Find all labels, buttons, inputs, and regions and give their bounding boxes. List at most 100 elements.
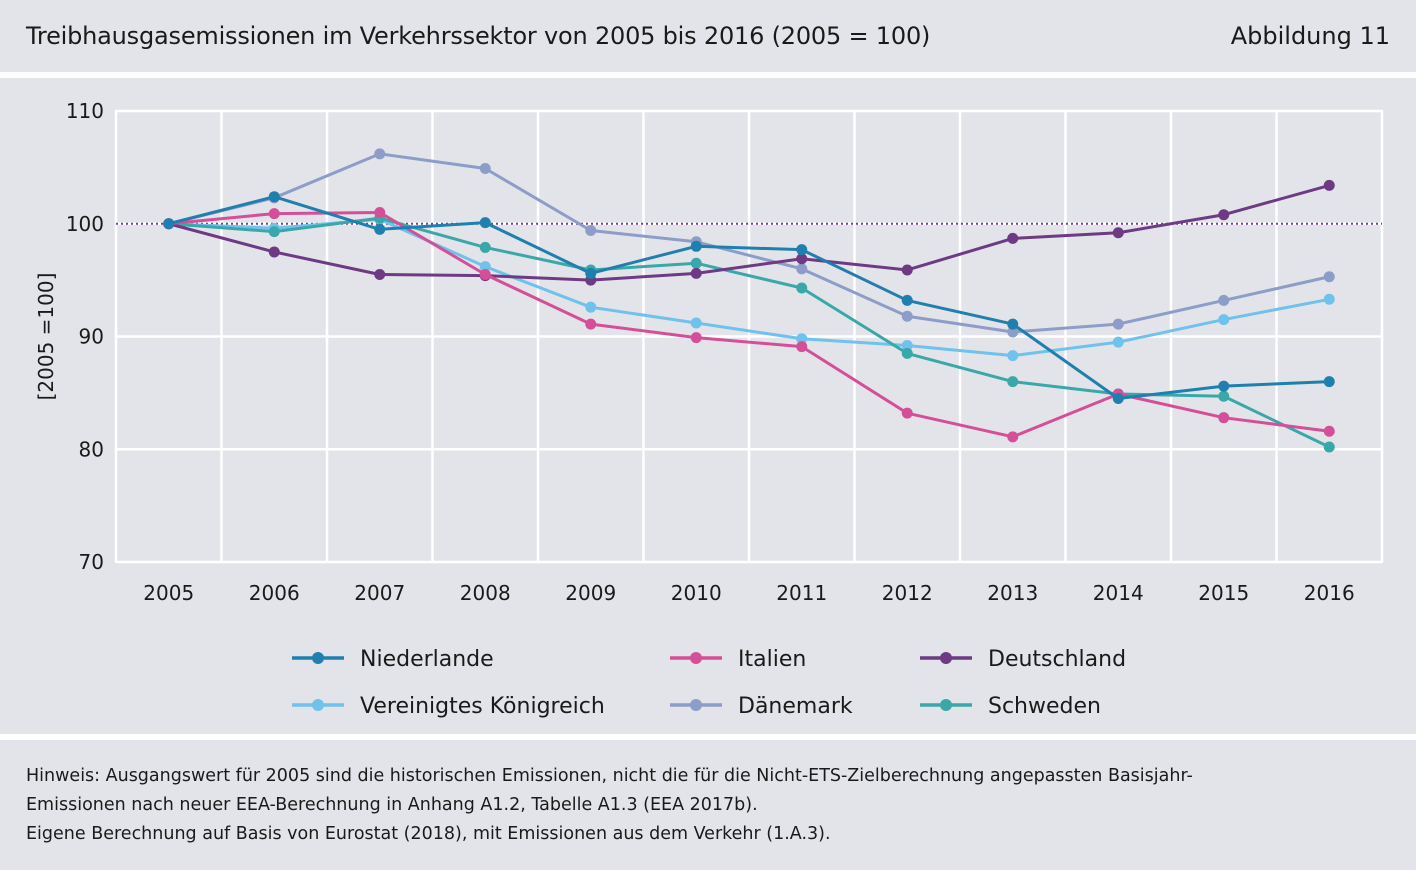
data-point <box>268 208 280 220</box>
legend-item: Niederlande <box>292 647 494 672</box>
data-point <box>690 267 702 279</box>
data-point <box>585 318 597 330</box>
data-point <box>268 246 280 258</box>
data-point <box>1323 293 1335 305</box>
data-point <box>479 261 491 273</box>
data-point <box>1112 227 1124 239</box>
y-tick-label: 90 <box>79 325 104 349</box>
note-line-2: Emissionen nach neuer EEA-Berechnung in … <box>26 795 758 815</box>
y-tick-label: 110 <box>66 99 104 123</box>
data-point <box>796 282 808 294</box>
legend-label: Italien <box>738 647 806 672</box>
data-point <box>690 240 702 252</box>
data-point <box>1007 326 1019 338</box>
note-line-1: Hinweis: Ausgangswert für 2005 sind die … <box>26 766 1193 786</box>
data-point <box>585 225 597 237</box>
data-point <box>1112 336 1124 348</box>
data-point <box>1218 314 1230 326</box>
data-point <box>1323 425 1335 437</box>
series-line <box>168 183 1330 282</box>
x-axis-ticks: 2005 2006 2007 2008 2009 2010 2011 2012 2013 2014… <box>143 581 1354 605</box>
data-point <box>1007 350 1019 362</box>
data-point <box>1007 431 1019 443</box>
data-point <box>479 217 491 229</box>
data-point <box>374 223 386 235</box>
data-point <box>796 244 808 256</box>
data-point <box>374 268 386 280</box>
header-bar: Treibhausgasemissionen im Verkehrssektor… <box>0 0 1416 72</box>
data-point <box>901 264 913 276</box>
data-point <box>901 340 913 352</box>
y-axis-label: [2005 =100] <box>34 273 58 401</box>
legend-item: Schweden <box>920 694 1101 719</box>
data-point <box>1218 390 1230 402</box>
x-tick-label: 2014 <box>1093 581 1144 605</box>
data-point <box>1218 380 1230 392</box>
data-point <box>901 407 913 419</box>
x-tick-label: 2012 <box>882 581 933 605</box>
data-point <box>479 268 491 280</box>
x-tick-label: 2011 <box>776 581 827 605</box>
legend-swatch-marker <box>940 699 952 711</box>
legend: Niederlande Italien Deutschland Vereinigtes… <box>292 647 1126 719</box>
y-tick-label: 70 <box>79 550 104 574</box>
y-tick-label: 80 <box>79 437 104 461</box>
legend-swatch-marker <box>690 699 702 711</box>
data-point <box>1112 318 1124 330</box>
series-lines <box>163 148 1335 453</box>
data-point <box>1323 179 1335 191</box>
legend-label: Deutschland <box>988 647 1126 672</box>
data-point <box>796 333 808 345</box>
data-point <box>1112 393 1124 405</box>
data-point <box>690 317 702 329</box>
series-line <box>168 216 1330 449</box>
data-point <box>1007 232 1019 244</box>
data-point <box>374 206 386 218</box>
series-line <box>168 195 1330 401</box>
data-point <box>1218 209 1230 221</box>
data-point <box>163 218 175 230</box>
note-line-3: Eigene Berechnung auf Basis von Eurostat… <box>26 824 831 844</box>
data-point <box>1323 376 1335 388</box>
data-point <box>585 267 597 279</box>
data-point <box>690 257 702 269</box>
x-tick-label: 2013 <box>987 581 1038 605</box>
data-point <box>1218 294 1230 306</box>
x-tick-label: 2006 <box>249 581 300 605</box>
legend-item: Italien <box>670 647 806 672</box>
legend-swatch-marker <box>690 652 702 664</box>
data-point <box>1218 412 1230 424</box>
legend-item: Deutschland <box>920 647 1126 672</box>
data-point <box>585 301 597 313</box>
grid <box>114 109 1384 564</box>
data-point <box>796 263 808 275</box>
series-niederlande <box>163 191 1335 405</box>
data-point <box>901 347 913 359</box>
data-point <box>796 341 808 353</box>
x-tick-label: 2008 <box>460 581 511 605</box>
legend-label: Dänemark <box>738 694 853 719</box>
y-tick-label: 100 <box>66 212 104 236</box>
legend-label: Schweden <box>988 694 1101 719</box>
chart-panel: 70 80 90 100 110 2005 2006 2007 2008 2009 2010 201… <box>0 78 1416 734</box>
chart-title: Treibhausgasemissionen im Verkehrssektor… <box>26 22 931 50</box>
legend-swatch-marker <box>312 652 324 664</box>
data-point <box>901 294 913 306</box>
legend-label: Vereinigtes Königreich <box>360 694 605 719</box>
data-point <box>1323 441 1335 453</box>
legend-swatch-marker <box>940 652 952 664</box>
x-tick-label: 2015 <box>1198 581 1249 605</box>
data-point <box>796 253 808 265</box>
x-tick-label: 2005 <box>143 581 194 605</box>
data-point <box>479 163 491 175</box>
data-point <box>901 310 913 322</box>
data-point <box>690 332 702 344</box>
data-point <box>479 241 491 253</box>
data-point <box>268 226 280 238</box>
line-chart: 70 80 90 100 110 2005 2006 2007 2008 2009 2010 201… <box>34 99 1384 719</box>
series-line <box>168 152 1330 334</box>
data-point <box>1323 271 1335 283</box>
legend-swatch-marker <box>312 699 324 711</box>
y-axis-ticks: 70 80 90 100 110 <box>66 99 104 574</box>
data-point <box>1007 376 1019 388</box>
